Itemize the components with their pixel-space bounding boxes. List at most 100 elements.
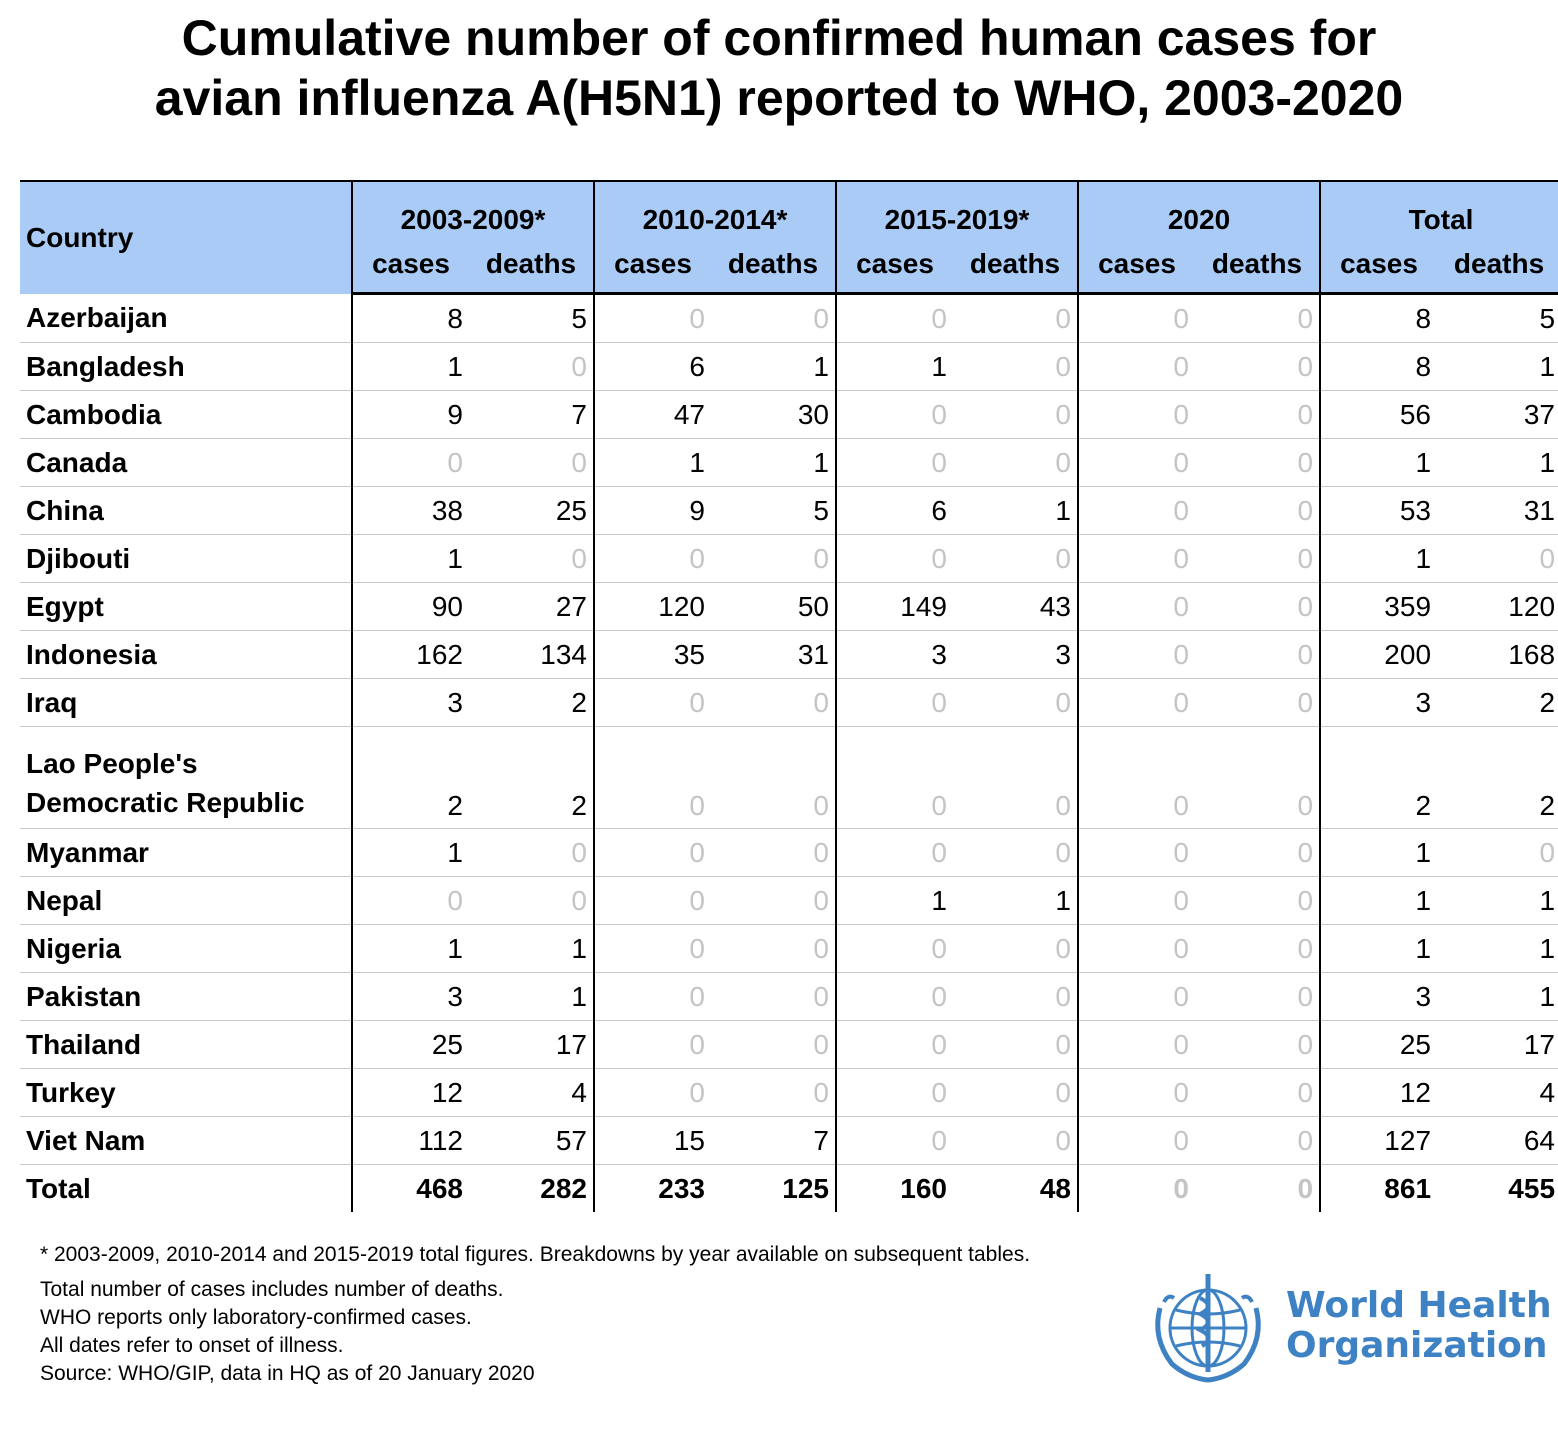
cases-cell: 0 (352, 876, 469, 925)
cases-cell: 0 (1078, 390, 1195, 439)
table-row: Cambodia 9 7 47 30 0 0 0 0 56 37 (20, 390, 1558, 439)
deaths-cell: 125 (711, 1164, 837, 1212)
title-line-1: Cumulative number of confirmed human cas… (181, 10, 1377, 66)
cases-cell: 6 (836, 486, 953, 535)
table-row: Iraq 3 2 0 0 0 0 0 0 3 2 (20, 678, 1558, 727)
deaths-cell: 1 (1437, 342, 1558, 391)
cases-cell: 25 (1320, 1020, 1438, 1069)
deaths-cell: 4 (469, 1068, 595, 1117)
deaths-cell: 1 (711, 438, 837, 487)
note-line: Source: WHO/GIP, data in HQ as of 20 Jan… (40, 1362, 535, 1385)
deaths-cell: 17 (1437, 1020, 1558, 1069)
period-header-2010-2014: 2010-2014* (594, 180, 837, 236)
cases-cell: 160 (900, 1172, 947, 1204)
deaths-cell: 1 (1437, 972, 1558, 1021)
cases-cell: 0 (836, 972, 953, 1021)
table-row: Canada 0 0 1 1 0 0 0 0 1 1 (20, 438, 1558, 487)
deaths-cell: 0 (953, 1116, 1079, 1165)
deaths-cell: 134 (469, 630, 595, 679)
deaths-cell: 0 (469, 438, 595, 487)
cases-subheader: cases (1320, 236, 1438, 295)
deaths-cell: 0 (1195, 390, 1322, 439)
cases-subheader: cases (1078, 236, 1195, 295)
cases-cell: 0 (1078, 972, 1195, 1021)
cases-cell: 12 (1320, 1068, 1438, 1117)
cases-cell: 2 (352, 726, 469, 829)
deaths-subheader: deaths (711, 236, 837, 295)
cases-cell: 0 (594, 678, 711, 727)
deaths-cell: 0 (1195, 534, 1322, 583)
subheader-row: cases deaths cases deaths cases deaths cases de… (20, 236, 1558, 295)
deaths-cell: 0 (1195, 876, 1322, 925)
deaths-cell: 0 (953, 342, 1079, 391)
country-cell: Turkey (20, 1068, 353, 1117)
deaths-cell: 0 (1195, 486, 1322, 535)
table-row: Azerbaijan 8 5 0 0 0 0 0 0 8 5 (20, 293, 1558, 343)
cases-cell: 6 (594, 342, 711, 391)
cases-cell: 0 (1078, 342, 1195, 391)
country-cell: China (20, 486, 353, 535)
notes-block: Total number of cases includes number of… (40, 1276, 535, 1388)
deaths-cell: 37 (1437, 390, 1558, 439)
cases-cell: 0 (1078, 582, 1195, 631)
deaths-cell: 0 (1195, 1116, 1322, 1165)
country-cell: Lao People's Democratic Republic (20, 726, 353, 829)
cases-cell: 1 (352, 924, 469, 973)
note-line: WHO reports only laboratory-confirmed ca… (40, 1306, 472, 1329)
deaths-cell: 0 (711, 972, 837, 1021)
cases-cell: 0 (836, 1020, 953, 1069)
logo-line-2: Organization (1286, 1325, 1548, 1366)
cases-cell: 8 (1320, 342, 1438, 391)
cases-cell: 0 (594, 972, 711, 1021)
cases-cell: 0 (836, 924, 953, 973)
cases-cell: 0 (836, 828, 953, 877)
cases-cell: 8 (1320, 293, 1438, 343)
country-cell: Indonesia (20, 630, 353, 679)
cases-cell: 0 (836, 293, 953, 343)
deaths-cell: 7 (711, 1116, 837, 1165)
deaths-cell: 0 (953, 438, 1079, 487)
deaths-cell: 0 (953, 1068, 1079, 1117)
table-row: Bangladesh 1 0 6 1 1 0 0 0 8 1 (20, 342, 1558, 391)
cases-cell: 0 (1173, 1172, 1189, 1204)
deaths-cell: 0 (711, 828, 837, 877)
cases-cell: 861 (1384, 1172, 1432, 1204)
country-column-header: Country (20, 180, 353, 294)
deaths-cell: 0 (1195, 1068, 1322, 1117)
cases-cell: 0 (836, 390, 953, 439)
deaths-cell: 0 (1195, 828, 1322, 877)
cases-cell: 0 (1078, 1116, 1195, 1165)
country-cell: Thailand (20, 1020, 353, 1069)
cases-table: Country 2003-2009* 2010-2014* 2015-2019*… (20, 180, 1558, 1212)
deaths-cell: 0 (469, 876, 595, 925)
title-line-2: avian influenza A(H5N1) reported to WHO,… (154, 70, 1404, 126)
deaths-cell: 0 (1195, 293, 1322, 343)
cases-cell: 0 (1078, 1068, 1195, 1117)
deaths-cell: 7 (469, 390, 595, 439)
cases-cell: 0 (594, 1020, 711, 1069)
country-cell: Canada (20, 438, 353, 487)
cases-cell: 0 (1078, 924, 1195, 973)
deaths-cell: 2 (1437, 678, 1558, 727)
period-header-2015-2019: 2015-2019* (836, 180, 1079, 236)
deaths-cell: 0 (953, 1020, 1079, 1069)
deaths-cell: 0 (469, 534, 595, 583)
table-row: Djibouti 1 0 0 0 0 0 0 0 1 0 (20, 534, 1558, 583)
cases-cell: 200 (1320, 630, 1438, 679)
deaths-cell: 0 (711, 1020, 837, 1069)
deaths-cell: 17 (469, 1020, 595, 1069)
deaths-cell: 43 (953, 582, 1079, 631)
cases-cell: 1 (352, 534, 469, 583)
deaths-cell: 120 (1437, 582, 1558, 631)
deaths-cell: 1 (1437, 876, 1558, 925)
deaths-cell: 1 (953, 876, 1079, 925)
deaths-cell: 0 (1195, 1020, 1322, 1069)
period-header-2020: 2020 (1078, 180, 1322, 236)
deaths-cell: 0 (1195, 678, 1322, 727)
table-row: Viet Nam 112 57 15 7 0 0 0 0 127 64 (20, 1116, 1558, 1165)
cases-cell: 3 (352, 972, 469, 1021)
cases-cell: 0 (836, 678, 953, 727)
cases-cell: 3 (1320, 678, 1438, 727)
deaths-cell: 0 (711, 1068, 837, 1117)
deaths-cell: 0 (953, 293, 1079, 343)
